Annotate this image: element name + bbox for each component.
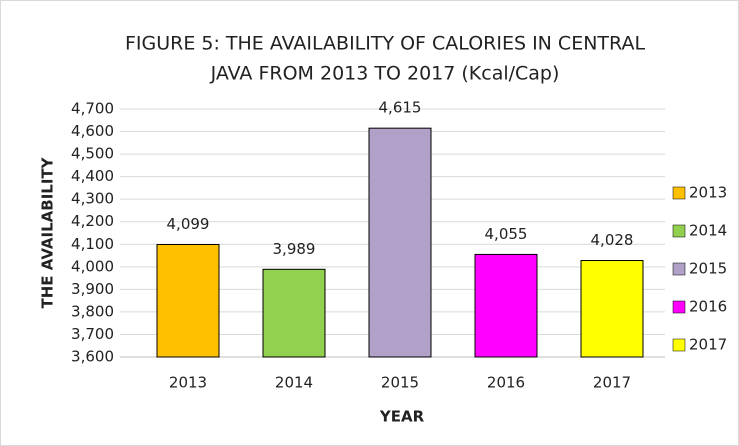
bar	[262, 268, 326, 358]
x-tick-label: 2014	[275, 374, 313, 392]
y-tick-label: 4,600	[71, 122, 114, 140]
data-label: 4,028	[591, 231, 634, 249]
legend-label: 2015	[689, 260, 727, 278]
bar	[368, 127, 432, 358]
y-tick-label: 3,900	[71, 280, 114, 298]
y-tick-label: 4,500	[71, 145, 114, 163]
data-label: 4,099	[167, 215, 210, 233]
y-tick-label: 4,400	[71, 167, 114, 185]
chart-title: FIGURE 5: THE AVAILABILITY OF CALORIES I…	[125, 33, 645, 55]
legend-label: 2016	[689, 298, 727, 316]
data-label: 4,055	[485, 225, 528, 243]
legend-swatch	[672, 186, 686, 200]
legend-swatch	[672, 224, 686, 238]
y-axis-label: THE AVAILABILITY	[39, 156, 57, 308]
y-tick-label: 4,200	[71, 212, 114, 230]
y-tick-label: 4,300	[71, 190, 114, 208]
x-axis-label: YEAR	[379, 408, 425, 426]
x-tick-label: 2013	[169, 374, 207, 392]
y-tick-label: 4,700	[71, 100, 114, 118]
legend-label: 2013	[689, 184, 727, 202]
x-tick-label: 2016	[487, 374, 525, 392]
legend-label: 2014	[689, 222, 727, 240]
data-label: 4,615	[379, 99, 422, 117]
x-tick-label: 2015	[381, 374, 419, 392]
y-tick-label: 3,600	[71, 348, 114, 366]
legend-swatch	[672, 262, 686, 276]
y-tick-label: 4,100	[71, 235, 114, 253]
bar	[474, 253, 538, 358]
legend-swatch	[672, 338, 686, 352]
chart-subtitle: JAVA FROM 2013 TO 2017 (Kcal/Cap)	[210, 63, 560, 85]
y-tick-label: 4,000	[71, 257, 114, 275]
legend-label: 2017	[689, 336, 727, 354]
data-label: 3,989	[273, 240, 316, 258]
legend-swatch	[672, 300, 686, 314]
y-tick-label: 3,700	[71, 325, 114, 343]
x-tick-label: 2017	[593, 374, 631, 392]
bar	[156, 243, 220, 358]
y-tick-label: 3,800	[71, 302, 114, 320]
bar	[580, 260, 644, 358]
